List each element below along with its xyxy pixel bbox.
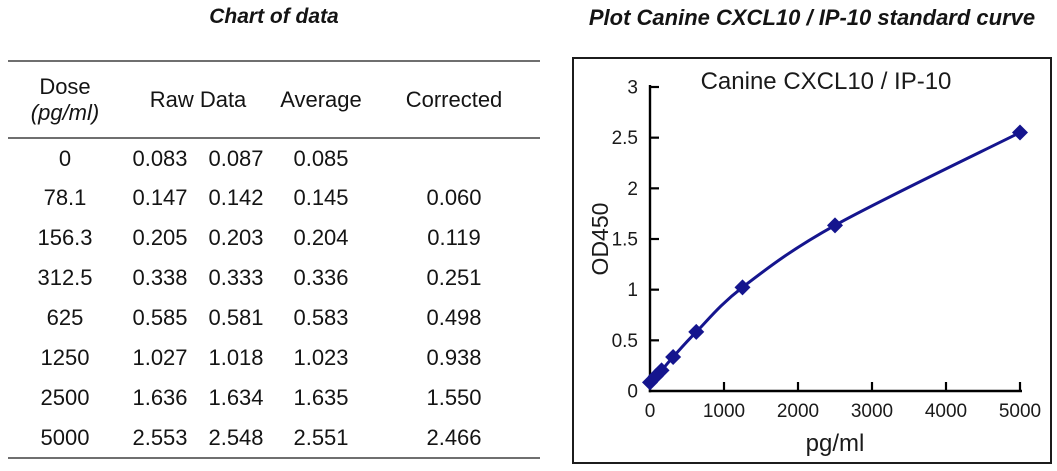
raw-data-cell-1: 1.636: [132, 385, 188, 410]
dose-header-label: Dose: [39, 73, 91, 99]
data-point-marker: [647, 368, 664, 385]
y-axis-title: OD450: [587, 203, 613, 276]
average-cell: 0.085: [293, 145, 349, 171]
raw-data-cell-2: 0.333: [208, 265, 264, 290]
column-header-corrected: Corrected: [368, 61, 540, 139]
raw-data-cell-1: 0.585: [132, 305, 188, 330]
y-tick-label: 2: [627, 179, 638, 200]
raw-data-cell-1: 2.553: [132, 424, 188, 450]
column-header-raw-data: Raw Data: [122, 61, 274, 139]
raw-data-cell-2: 0.142: [208, 185, 264, 210]
column-header-average: Average: [274, 61, 368, 139]
x-tick-label: 0: [645, 401, 656, 422]
average-cell: 0.583: [293, 305, 349, 330]
x-tick-label: 3000: [851, 401, 893, 422]
column-header-dose: Dose (pg/ml): [8, 61, 122, 139]
dose-cell: 78.1: [43, 185, 87, 210]
corrected-cell: 0.938: [426, 345, 482, 370]
average-cell: 0.204: [293, 225, 349, 250]
y-tick-label: 1: [627, 280, 638, 301]
dose-cell: 625: [46, 305, 84, 330]
chart-box: Canine CXCL10 / IP-10 0 0.5 1 1.5 2 2.5 3 0 1000 2…: [572, 57, 1052, 464]
dose-cell: 5000: [40, 424, 90, 450]
y-tick-label: 3: [627, 78, 638, 99]
dose-cell: 2500: [40, 385, 90, 410]
average-cell: 1.635: [293, 385, 349, 410]
x-tick-label: 5000: [999, 401, 1041, 422]
standard-curve-chart: Canine CXCL10 / IP-10 0 0.5 1 1.5 2 2.5 3 0 1000 2…: [587, 68, 1041, 457]
table-row: 5000 2.553 2.548 2.551 2.466: [8, 418, 540, 458]
corrected-cell: 0.251: [426, 265, 482, 290]
corrected-cell: 0.498: [426, 305, 482, 330]
standard-curve-line: [648, 131, 1022, 384]
raw-data-cell-2: 0.087: [208, 145, 264, 171]
data-point-marker: [688, 323, 705, 340]
average-cell: 2.551: [293, 424, 349, 450]
raw-data-cell-1: 0.205: [132, 225, 188, 250]
table-row: 0 0.083 0.087 0.085: [8, 138, 540, 178]
dose-header-unit: (pg/ml): [30, 99, 100, 125]
x-axis-title: pg/ml: [806, 430, 865, 457]
chart-title: Canine CXCL10 / IP-10: [701, 68, 952, 95]
corrected-cell: [368, 138, 540, 178]
table-row: 312.5 0.338 0.333 0.336 0.251: [8, 258, 540, 298]
raw-data-cell-1: 1.027: [132, 345, 188, 370]
dose-cell: 0: [58, 145, 72, 171]
data-point-marker: [653, 362, 670, 379]
x-tick-label: 2000: [777, 401, 819, 422]
corrected-cell: 0.060: [426, 185, 482, 210]
raw-data-cell-2: 2.548: [208, 424, 264, 450]
table-row: 2500 1.636 1.634 1.635 1.550: [8, 378, 540, 418]
data-point-marker: [1012, 124, 1028, 141]
table-row: 156.3 0.205 0.203 0.204 0.119: [8, 218, 540, 258]
data-point-marker: [827, 217, 843, 234]
raw-data-cell-2: 0.203: [208, 225, 264, 250]
average-cell: 0.336: [293, 265, 349, 290]
y-tick-label: 2.5: [612, 128, 638, 149]
dose-cell: 156.3: [37, 225, 93, 250]
raw-data-cell-1: 0.083: [132, 145, 188, 171]
average-cell: 0.145: [293, 185, 349, 210]
raw-data-cell-2: 0.581: [208, 305, 264, 330]
corrected-cell: 0.119: [427, 225, 481, 250]
x-tick-label: 4000: [925, 401, 967, 422]
average-cell: 1.023: [293, 345, 349, 370]
raw-data-cell-1: 0.147: [132, 185, 188, 210]
y-tick-label: 0.5: [612, 331, 638, 352]
data-point-marker: [665, 348, 682, 365]
y-tick-label: 1.5: [612, 230, 638, 251]
table-header-row: Dose (pg/ml) Raw Data Average Corrected: [8, 61, 540, 139]
data-table: Dose (pg/ml) Raw Data Average Corrected …: [8, 60, 540, 459]
plot-panel-title: Plot Canine CXCL10 / IP-10 standard curv…: [588, 5, 1036, 30]
raw-data-cell-2: 1.018: [208, 345, 264, 370]
table-row: 1250 1.027 1.018 1.023 0.938: [8, 338, 540, 378]
raw-data-cell-2: 1.634: [208, 385, 264, 410]
dose-cell: 1250: [40, 345, 90, 370]
table-row: 625 0.585 0.581 0.583 0.498: [8, 298, 540, 338]
dose-cell: 312.5: [37, 265, 93, 290]
corrected-cell: 2.466: [426, 424, 482, 450]
table-title: Chart of data: [209, 5, 339, 28]
raw-data-cell-1: 0.338: [132, 265, 188, 290]
corrected-cell: 1.550: [426, 385, 482, 410]
x-tick-label: 1000: [703, 401, 745, 422]
data-point-marker: [734, 279, 751, 296]
table-row: 78.1 0.147 0.142 0.145 0.060: [8, 178, 540, 218]
y-tick-label: 0: [627, 382, 638, 403]
